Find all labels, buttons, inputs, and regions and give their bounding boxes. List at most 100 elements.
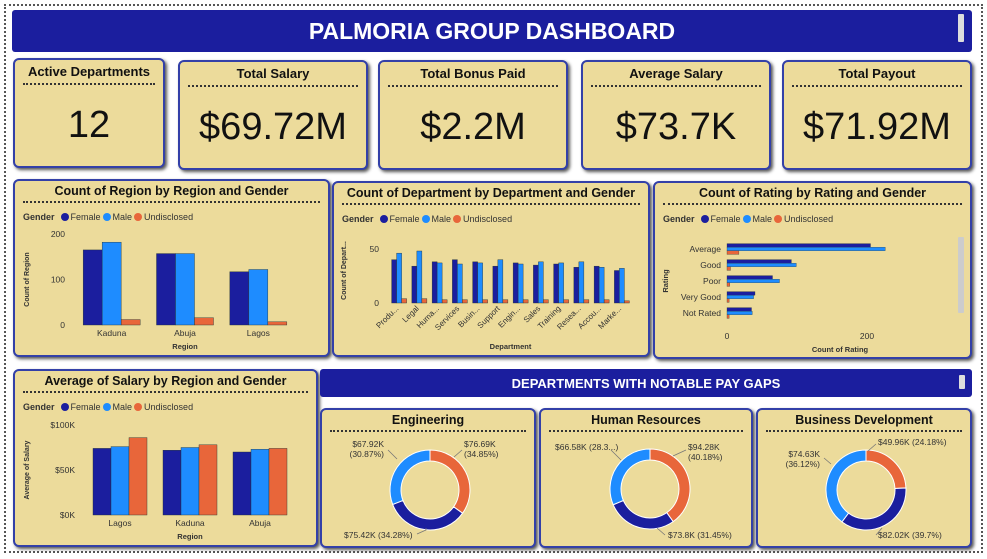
y-axis-label: Rating [661,269,670,293]
bar-engin-female [512,262,519,304]
bar-legal-undisclosed [421,298,428,304]
chart-title: Human Resources [591,413,701,427]
legend-label-female[interactable]: Female [389,214,420,224]
bar-lagos-male [248,269,269,326]
title-scrollbar[interactable] [958,14,964,42]
kpi-label: Total Payout [838,66,916,81]
x-tick-label: Lagos [247,328,270,338]
divider [792,85,962,87]
legend-label-male[interactable]: Male [112,402,133,412]
bar-support-undisclosed [502,299,509,304]
legend-label-male[interactable]: Male [431,214,452,224]
divider [549,430,743,432]
bar-training-male [558,262,564,304]
leader-line [610,449,622,461]
bar-legal-male [416,250,423,304]
bar-abuja-female [232,451,252,516]
legend-swatch-female [60,213,69,221]
divider [388,85,558,87]
slice-female [612,499,674,530]
bar-sales-undisclosed [543,299,549,304]
legend-swatch-undisclosed [134,213,143,221]
legend-label-undisclosed[interactable]: Undisclosed [463,214,513,224]
chart-legend: Gender Female Male Undisclosed [663,214,833,224]
bar-sales-male [538,261,544,304]
bar-kaduna-male [101,241,122,326]
bar-kaduna-female [82,249,103,326]
bar-lagos-female [92,448,112,516]
kpi-card-average-salary: Average Salary $73.7K [581,60,771,170]
y-tick-label: $0K [60,510,75,520]
x-tick-label: Kaduna [175,518,205,528]
bar-services-male [457,263,463,304]
slice-data-label: $49.96K (24.18%) [878,437,947,447]
slice-data-label: (36.12%) [786,459,821,469]
slice-data-label: $82.02K (39.7%) [878,530,942,540]
chart-title: Count of Rating by Rating and Gender [698,186,927,200]
bar-lagos-female [229,271,250,326]
slice-female [392,499,464,531]
divider [330,430,526,432]
legend-label-female[interactable]: Female [710,214,741,224]
bar-sales-female [533,264,539,304]
x-tick-label: Lagos [108,518,131,528]
chart-legend: Gender Female Male Undisclosed [23,212,193,222]
bar-kaduna-male [180,447,200,516]
y-tick-label: Not Rated [683,308,722,318]
slice-data-label: $66.58K (28.3...) [555,442,618,452]
legend-label-male[interactable]: Male [752,214,773,224]
bar-accou-undisclosed [603,299,610,304]
bar-training-female [553,263,559,304]
legend-swatch-male [102,403,111,411]
bar-marke-undisclosed [624,300,630,304]
legend-label-female[interactable]: Female [70,212,101,222]
bar-kaduna-undisclosed [198,444,218,516]
bar-abuja-undisclosed [268,448,288,516]
slice-male [609,448,651,506]
bar-good-undisclosed [726,266,731,271]
legend-label-female[interactable]: Female [70,402,101,412]
y-tick-label: 0 [60,320,65,330]
bar-services-female [452,259,458,304]
business-development-donut-chart[interactable]: $74.63K(36.12%) $49.96K (24.18%) $82.02K (… [758,410,970,546]
bar-good-male [726,263,797,267]
section-scrollbar[interactable] [959,375,965,389]
slice-undisclosed [649,448,691,523]
donut-panel-human-resources: Human Resources $66.58K (28.3...) $94.28K… [539,408,753,548]
engineering-donut-chart[interactable]: $67.92K(30.87%) $76.69K(34.85%) $75.42K (3… [322,410,534,546]
leader-line [416,528,427,535]
bar-produ-female [391,259,397,304]
legend-label-male[interactable]: Male [112,212,133,222]
legend-label-undisclosed[interactable]: Undisclosed [144,212,194,222]
bar-very-good-male [726,295,754,299]
bar-abuja-undisclosed [194,317,214,326]
bar-very-good-female [726,291,756,296]
bar-huma-undisclosed [441,299,448,304]
leader-line [656,527,666,536]
kpi-card-total-salary: Total Salary $69.72M [178,60,368,170]
legend-label-undisclosed[interactable]: Undisclosed [144,402,194,412]
divider [23,83,155,85]
bar-marke-male [619,268,625,304]
y-axis-label: Average of Salary [24,440,31,499]
bar-average-male [726,247,886,251]
chart-panel-rating-count: Count of Rating by Rating and Gender Gen… [653,181,972,359]
y-tick-label: Poor [703,276,721,286]
bar-support-male [497,259,504,304]
human-resources-donut-chart[interactable]: $66.58K (28.3...) $94.28K(40.18%) $73.8K (… [541,410,751,546]
divider [591,85,761,87]
kpi-card-total-bonus: Total Bonus Paid $2.2M [378,60,568,170]
chart-scrollbar[interactable] [958,237,964,313]
bar-abuja-female [156,253,176,326]
bar-huma-male [436,262,443,304]
bar-average-female [726,243,871,248]
bar-kaduna-undisclosed [120,319,141,326]
chart-legend: Gender Female Male Undisclosed [342,214,512,224]
bar-engin-male [517,263,524,304]
legend-label-undisclosed[interactable]: Undisclosed [784,214,834,224]
bar-training-undisclosed [563,299,569,304]
